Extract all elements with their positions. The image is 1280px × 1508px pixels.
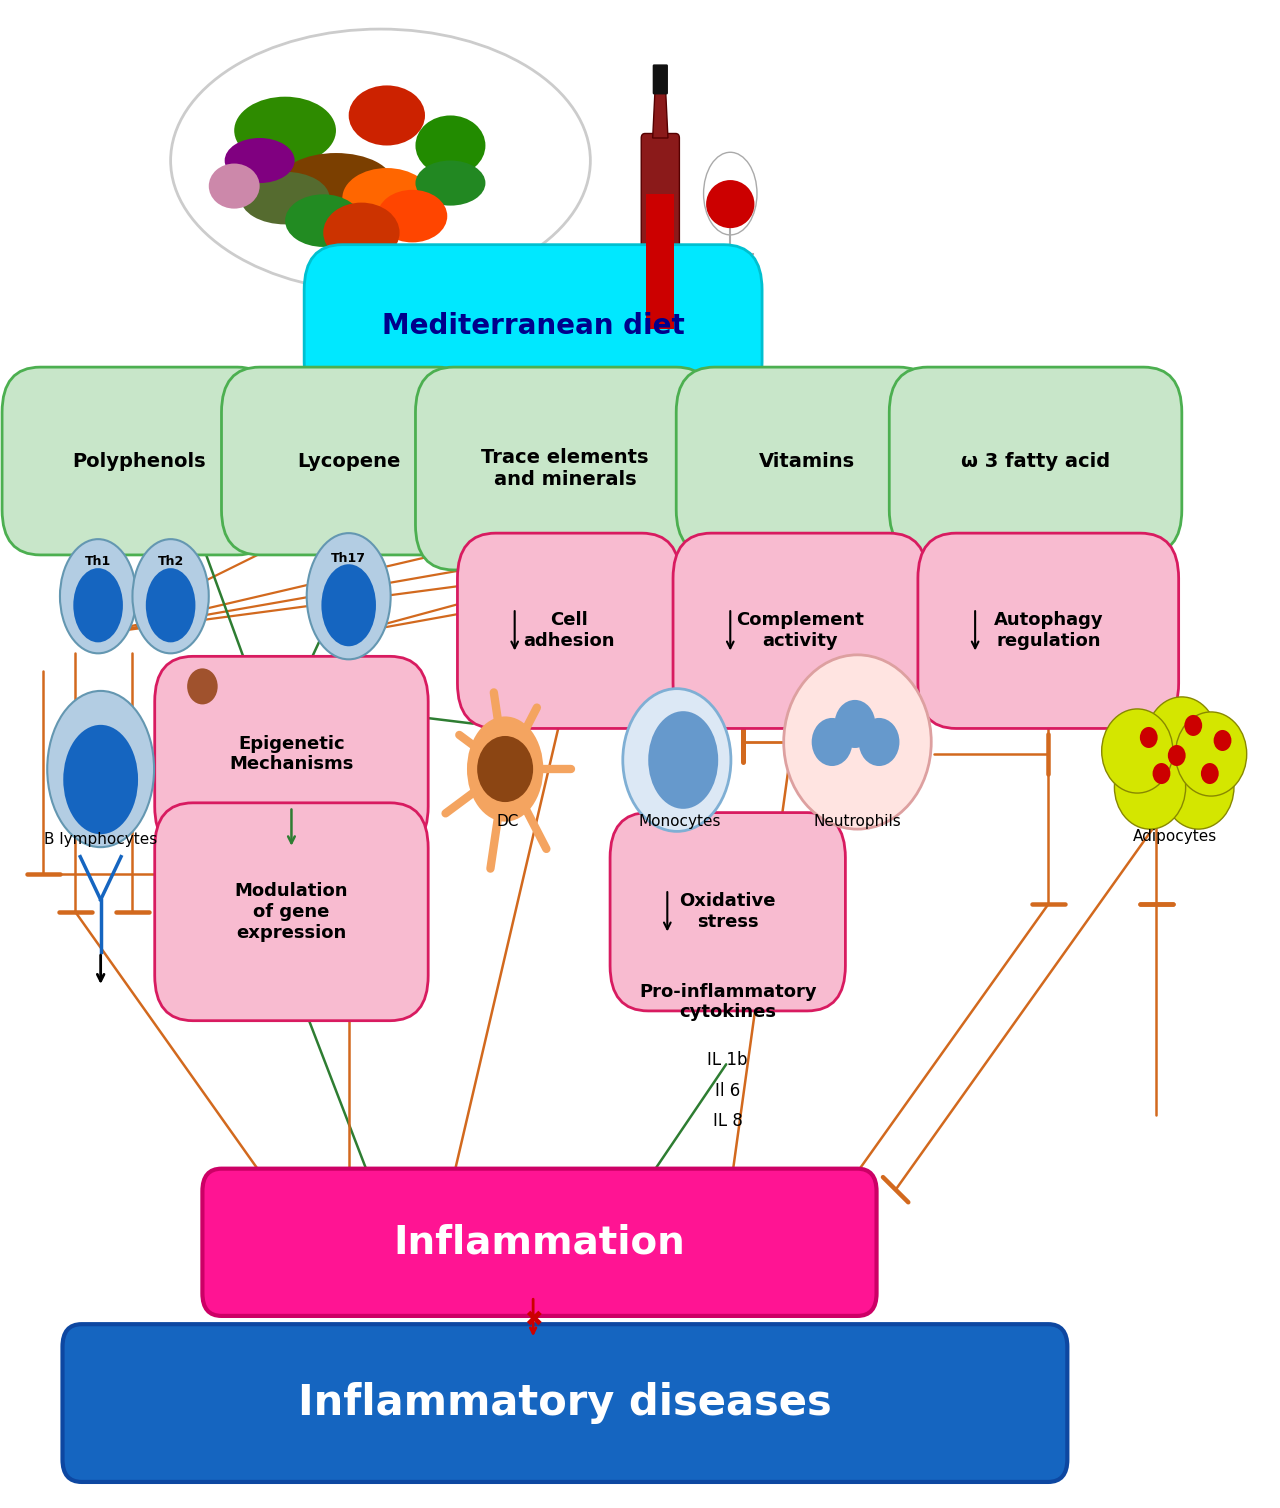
Ellipse shape <box>623 689 731 831</box>
Text: Monocytes: Monocytes <box>639 814 721 829</box>
Ellipse shape <box>241 172 330 225</box>
FancyBboxPatch shape <box>202 1169 877 1316</box>
FancyBboxPatch shape <box>155 802 429 1021</box>
Text: Inflammation: Inflammation <box>394 1223 685 1261</box>
Ellipse shape <box>467 716 543 822</box>
Ellipse shape <box>416 160 485 205</box>
Polygon shape <box>653 86 668 139</box>
Text: IL 8: IL 8 <box>713 1111 742 1129</box>
FancyBboxPatch shape <box>155 656 429 852</box>
Text: Th2: Th2 <box>157 555 184 569</box>
Text: Adipocytes: Adipocytes <box>1133 829 1217 844</box>
Circle shape <box>783 654 932 829</box>
Ellipse shape <box>324 202 399 262</box>
Text: Polyphenols: Polyphenols <box>72 451 206 470</box>
Text: B lymphocytes: B lymphocytes <box>44 832 157 847</box>
Ellipse shape <box>707 179 754 228</box>
Ellipse shape <box>47 691 154 847</box>
Circle shape <box>1130 727 1201 811</box>
Ellipse shape <box>73 569 123 642</box>
Ellipse shape <box>132 540 209 653</box>
Circle shape <box>1201 763 1219 784</box>
Text: Th17: Th17 <box>332 552 366 566</box>
Circle shape <box>859 718 900 766</box>
Text: Cell
adhesion: Cell adhesion <box>524 611 614 650</box>
FancyBboxPatch shape <box>416 366 714 570</box>
Text: Neutrophils: Neutrophils <box>814 814 901 829</box>
Circle shape <box>812 718 852 766</box>
Text: Complement
activity: Complement activity <box>736 611 864 650</box>
Text: Oxidative
stress: Oxidative stress <box>680 893 776 930</box>
Ellipse shape <box>704 152 756 235</box>
Ellipse shape <box>285 195 361 247</box>
Text: Lycopene: Lycopene <box>297 451 401 470</box>
Ellipse shape <box>342 167 431 228</box>
Text: Inflammatory diseases: Inflammatory diseases <box>298 1381 832 1424</box>
FancyBboxPatch shape <box>646 193 675 329</box>
FancyBboxPatch shape <box>653 65 668 95</box>
Ellipse shape <box>307 534 390 659</box>
Circle shape <box>1115 745 1185 829</box>
Circle shape <box>1175 712 1247 796</box>
Ellipse shape <box>146 569 196 642</box>
Ellipse shape <box>279 152 393 213</box>
Text: Epigenetic
Mechanisms: Epigenetic Mechanisms <box>229 734 353 774</box>
FancyBboxPatch shape <box>3 366 275 555</box>
FancyBboxPatch shape <box>673 534 928 728</box>
Circle shape <box>1140 727 1157 748</box>
Text: ω 3 fatty acid: ω 3 fatty acid <box>961 451 1110 470</box>
FancyBboxPatch shape <box>641 134 680 338</box>
FancyBboxPatch shape <box>63 1324 1068 1482</box>
Circle shape <box>1102 709 1172 793</box>
FancyBboxPatch shape <box>457 534 680 728</box>
Text: Il 6: Il 6 <box>716 1081 740 1099</box>
Text: Pro-inflammatory
cytokines: Pro-inflammatory cytokines <box>639 983 817 1021</box>
Ellipse shape <box>63 725 138 834</box>
Ellipse shape <box>348 86 425 145</box>
Ellipse shape <box>648 712 718 808</box>
Text: Vitamins: Vitamins <box>759 451 855 470</box>
FancyBboxPatch shape <box>305 244 762 407</box>
Ellipse shape <box>416 116 485 175</box>
Circle shape <box>835 700 876 748</box>
Ellipse shape <box>209 163 260 208</box>
Circle shape <box>1152 763 1170 784</box>
Ellipse shape <box>225 139 294 182</box>
Circle shape <box>1213 730 1231 751</box>
FancyBboxPatch shape <box>611 813 845 1010</box>
Text: Autophagy
regulation: Autophagy regulation <box>993 611 1103 650</box>
Text: IL 1b: IL 1b <box>708 1051 748 1069</box>
Text: Modulation
of gene
expression: Modulation of gene expression <box>234 882 348 941</box>
FancyBboxPatch shape <box>221 366 476 555</box>
Text: ✖: ✖ <box>524 1310 543 1330</box>
FancyBboxPatch shape <box>918 534 1179 728</box>
Ellipse shape <box>170 29 590 293</box>
Circle shape <box>477 736 534 802</box>
Ellipse shape <box>378 190 447 243</box>
Ellipse shape <box>321 564 376 647</box>
Ellipse shape <box>60 540 136 653</box>
Text: Mediterranean diet: Mediterranean diet <box>381 312 685 339</box>
Ellipse shape <box>234 97 335 164</box>
Text: Trace elements
and minerals: Trace elements and minerals <box>481 448 649 489</box>
FancyBboxPatch shape <box>676 366 937 555</box>
Circle shape <box>1167 745 1185 766</box>
Circle shape <box>187 668 218 704</box>
Text: Th1: Th1 <box>84 555 111 569</box>
FancyBboxPatch shape <box>890 366 1181 555</box>
Text: DC: DC <box>497 814 518 829</box>
Circle shape <box>1146 697 1217 781</box>
Circle shape <box>1184 715 1202 736</box>
Circle shape <box>1162 745 1234 829</box>
